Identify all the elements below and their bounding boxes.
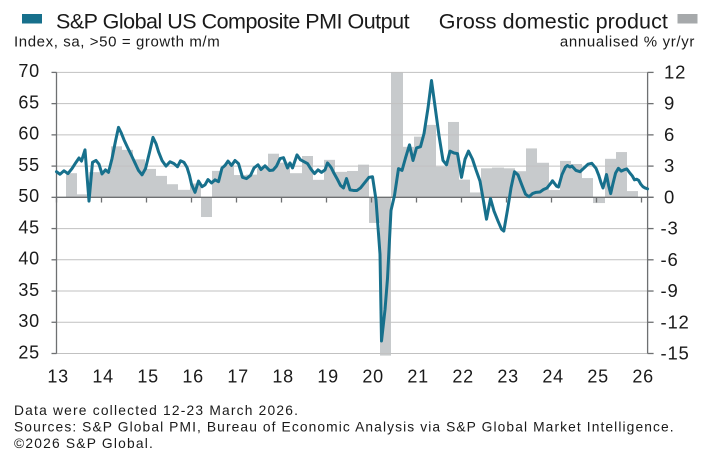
svg-text:-12: -12 (661, 311, 690, 332)
svg-text:0: 0 (664, 186, 675, 207)
svg-text:45: 45 (18, 217, 40, 237)
svg-text:40: 40 (18, 249, 40, 269)
svg-text:Gross domestic product: Gross domestic product (439, 10, 668, 34)
svg-text:55: 55 (18, 155, 40, 175)
svg-text:21: 21 (407, 367, 429, 387)
svg-text:9: 9 (664, 93, 675, 114)
svg-text:25: 25 (18, 342, 40, 362)
svg-text:13: 13 (47, 367, 69, 387)
svg-text:35: 35 (18, 280, 40, 300)
svg-text:annualised % yr/yr: annualised % yr/yr (560, 34, 695, 51)
svg-text:60: 60 (18, 124, 40, 144)
svg-text:50: 50 (18, 186, 40, 206)
svg-text:23: 23 (497, 367, 519, 387)
svg-text:19: 19 (317, 367, 339, 387)
svg-text:24: 24 (542, 367, 564, 387)
svg-text:3: 3 (664, 155, 675, 176)
svg-text:S&P Global US Composite PMI Ou: S&P Global US Composite PMI Output (56, 10, 410, 34)
svg-text:14: 14 (92, 367, 114, 387)
svg-text:-6: -6 (661, 249, 679, 270)
svg-text:22: 22 (452, 367, 474, 387)
svg-text:©2026 S&P Global.: ©2026 S&P Global. (14, 436, 154, 451)
svg-text:18: 18 (272, 367, 294, 387)
svg-text:15: 15 (137, 367, 159, 387)
svg-text:-15: -15 (661, 343, 690, 364)
svg-text:Index, sa, >50 = growth m/m: Index, sa, >50 = growth m/m (14, 34, 220, 51)
svg-text:30: 30 (18, 311, 40, 331)
svg-text:6: 6 (664, 124, 675, 145)
svg-text:-3: -3 (661, 218, 679, 239)
svg-text:16: 16 (182, 367, 204, 387)
svg-text:65: 65 (18, 92, 40, 112)
svg-text:Sources: S&P Global PMI, Burea: Sources: S&P Global PMI, Bureau of Econo… (14, 420, 675, 435)
svg-text:25: 25 (587, 367, 609, 387)
svg-text:20: 20 (362, 367, 384, 387)
svg-text:70: 70 (18, 61, 40, 81)
svg-text:26: 26 (632, 367, 654, 387)
svg-text:12: 12 (664, 61, 686, 82)
svg-text:-9: -9 (661, 280, 679, 301)
svg-text:17: 17 (227, 367, 249, 387)
svg-text:Data were collected 12-23 Marc: Data were collected 12-23 March 2026. (14, 403, 299, 418)
